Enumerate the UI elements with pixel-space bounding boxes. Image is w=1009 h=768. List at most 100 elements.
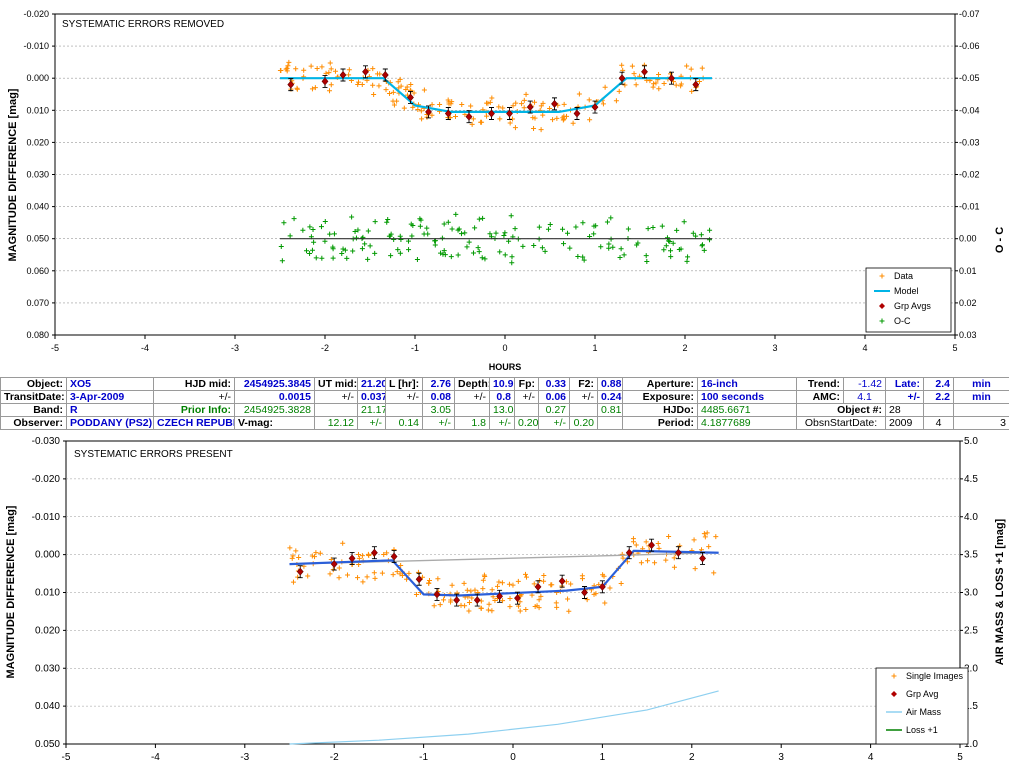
data-point [287,545,293,551]
data-point [466,599,472,605]
oc-point [352,229,358,235]
oc-point [385,216,391,222]
data-point [519,101,525,107]
oc-point [313,255,319,261]
f2-value: 0.88 [597,377,623,391]
y-tick-label: 0.060 [26,266,49,276]
oc-point [397,233,403,239]
y2-tick-label: -0.03 [959,137,980,147]
data-point [355,575,361,581]
x-tick-label: -5 [51,343,59,353]
oc-point [501,233,507,239]
oc-point [497,249,503,255]
oc-point [502,230,508,236]
data-point [633,82,639,88]
vmag-label: V-mag: [234,416,315,430]
oc-point [690,230,696,236]
oc-point [487,231,493,237]
data-point [622,82,628,88]
oc-point [441,248,447,254]
oc-point [406,247,412,253]
data-point [431,603,437,609]
data-point [328,556,334,562]
x-tick-label: -2 [321,343,329,353]
y2-tick-label: 4.0 [964,512,978,523]
fp-err-value: 0.06 [538,390,570,404]
data-point [536,597,542,603]
y-tick-label: -0.010 [32,512,61,523]
y2-tick-label: 0.02 [959,298,977,308]
data-point [312,85,318,91]
oc-point [417,223,423,229]
oc-point [438,250,444,256]
data-point [328,82,334,88]
grp-avg-point [339,71,347,79]
obsn-start-date-label: ObsnStartDate: [796,416,886,430]
oc-point [456,226,462,232]
data-point [359,553,365,559]
data-point [406,570,412,576]
data-point [374,71,380,77]
data-point [547,106,553,112]
data-point [538,127,544,133]
bottom-y-ticks: -0.030 -0.020 -0.010 0.000 0.010 0.020 0.030 0.… [32,436,66,750]
oc-point [621,252,627,258]
bottom-grid [66,478,960,707]
data-point [418,108,424,114]
depth-value: 10.9 [489,377,515,391]
legend-label: Grp Avgs [894,301,931,311]
data-point [309,553,315,559]
y2-tick-label: 2.0 [964,663,978,674]
legend-label: O-C [894,316,911,326]
top-y2-axis-label: O - C [994,227,1006,253]
object-number-label: Object #: [796,403,886,417]
data-point [277,68,283,74]
legend-label: Model [894,286,919,296]
data-point [381,552,387,558]
oc-point [575,253,581,259]
data-point [538,593,544,599]
oc-point [634,242,640,248]
data-point [332,68,338,74]
oc-point [449,226,455,232]
grp-avg-point [453,596,461,605]
aperture-label: Aperture: [622,377,698,391]
object-number-value: 28 [885,403,924,417]
data-point [487,99,493,105]
oc-point [424,225,430,231]
data-point [387,90,393,96]
info-row-3: Band: R Prior Info: 2454925.3828 21.170 … [0,403,1009,417]
oc-point [520,243,526,249]
fp-err-label: +/- [514,390,539,404]
y-tick-label: 0.040 [35,701,60,712]
oc-point [398,236,404,242]
y-tick-label: 0.000 [26,73,49,83]
obsn-day: 3 [953,416,1009,430]
data-point [426,578,432,584]
oc-point [353,235,359,241]
top-x-axis-label: HOURS [489,362,522,372]
oc-point [350,248,356,254]
grp-avg-point [425,107,432,116]
hjdo-label: HJDo: [622,403,698,417]
late-err-value: 2.2 [923,390,954,404]
grp-avg-point [625,548,633,557]
data-point [461,580,467,586]
info-row-4: Observer: PODDANY (PS2) CZECH REPUBLIC V… [0,416,1009,430]
oc-point [309,247,315,253]
data-point [494,583,500,589]
oc-point [480,215,486,221]
oc-point [707,237,713,243]
grp-avg-point [496,592,503,601]
data-point [435,576,441,582]
x-tick-label: 4 [862,343,867,353]
oc-point [610,244,616,250]
data-point [532,604,538,610]
oc-point [464,244,470,250]
y2-tick-label: 2.5 [964,625,978,636]
oc-point [598,244,604,250]
exposure-label: Exposure: [622,390,698,404]
oc-point [581,257,587,263]
legend-marker-data [879,273,885,279]
oc-point [388,253,394,259]
